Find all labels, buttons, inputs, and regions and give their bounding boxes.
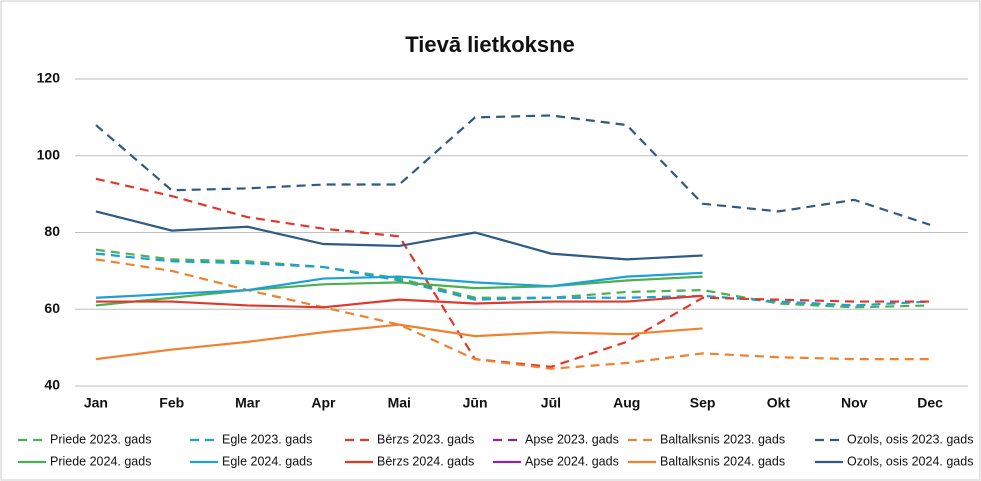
legend-label: Baltalksnis 2023. gads — [660, 432, 785, 446]
chart-title: Tievā lietkoksne — [405, 32, 575, 57]
series-line — [95, 294, 703, 309]
y-tick-label: 80 — [44, 223, 60, 239]
series-line — [95, 258, 931, 370]
series-line — [95, 210, 703, 261]
legend-label: Bērzs 2023. gads — [377, 432, 474, 446]
series-line — [95, 323, 703, 361]
series-line — [95, 271, 703, 299]
y-tick-label: 60 — [44, 300, 60, 316]
legend-label: Ozols, osis 2024. gads — [847, 454, 973, 468]
y-tick-label: 100 — [37, 146, 61, 162]
legend-label: Baltalksnis 2024. gads — [660, 454, 785, 468]
legend-label: Egle 2023. gads — [222, 432, 312, 446]
x-tick-label: Apr — [311, 395, 336, 411]
series-line — [95, 114, 931, 226]
x-tick-label: Nov — [841, 395, 868, 411]
legend-label: Priede 2024. gads — [50, 454, 151, 468]
legend-label: Apse 2023. gads — [525, 432, 619, 446]
legend-label: Apse 2024. gads — [525, 454, 619, 468]
x-tick-label: Mar — [235, 395, 260, 411]
y-tick-label: 120 — [37, 70, 61, 86]
x-tick-label: Jūn — [463, 395, 488, 411]
series-line — [95, 177, 931, 368]
legend-label: Bērzs 2024. gads — [377, 454, 474, 468]
legend-label: Egle 2024. gads — [222, 454, 312, 468]
x-tick-label: Feb — [159, 395, 184, 411]
legend-label: Ozols, osis 2023. gads — [847, 432, 973, 446]
series-line — [95, 252, 931, 307]
x-tick-label: Jan — [84, 395, 108, 411]
x-tick-label: Okt — [767, 395, 791, 411]
x-tick-label: Jūl — [541, 395, 561, 411]
x-tick-label: Aug — [613, 395, 640, 411]
y-tick-label: 40 — [44, 377, 60, 393]
series-line — [95, 275, 703, 307]
x-tick-label: Mai — [388, 395, 411, 411]
x-tick-label: Dec — [917, 395, 943, 411]
x-tick-label: Sep — [690, 395, 716, 411]
legend-label: Priede 2023. gads — [50, 432, 151, 446]
